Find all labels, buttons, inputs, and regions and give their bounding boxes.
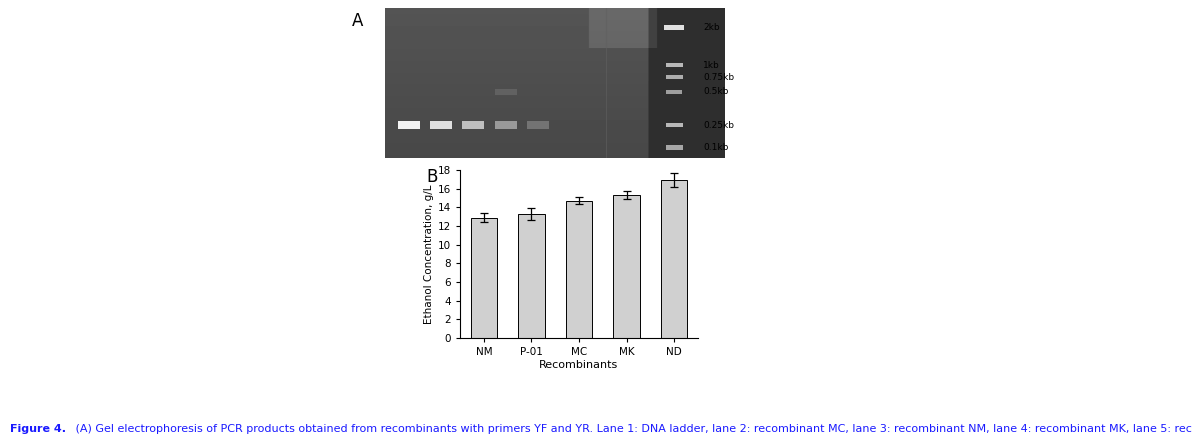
Bar <box>430 121 452 129</box>
X-axis label: Recombinants: Recombinants <box>539 360 619 370</box>
Text: 1kb: 1kb <box>703 61 720 70</box>
Text: Figure 4.: Figure 4. <box>10 424 66 434</box>
Bar <box>665 75 683 79</box>
Text: 0.1kb: 0.1kb <box>703 143 728 152</box>
Text: 0.75kb: 0.75kb <box>703 73 734 82</box>
Text: 0.25kb: 0.25kb <box>703 120 734 129</box>
Bar <box>398 121 420 129</box>
Bar <box>614 195 640 338</box>
Y-axis label: Ethanol Concentration, g/L: Ethanol Concentration, g/L <box>423 184 434 324</box>
Bar <box>566 201 592 338</box>
Bar <box>519 214 545 338</box>
Bar <box>662 180 687 338</box>
Bar <box>495 121 517 129</box>
Bar <box>664 25 684 29</box>
Bar <box>471 218 497 338</box>
Text: 2kb: 2kb <box>703 23 720 32</box>
Bar <box>665 123 683 127</box>
Text: (A) Gel electrophoresis of PCR products obtained from recombinants with primers : (A) Gel electrophoresis of PCR products … <box>72 424 1192 434</box>
Text: B: B <box>427 168 437 186</box>
Bar <box>665 145 683 149</box>
Text: 0.5kb: 0.5kb <box>703 87 728 96</box>
Bar <box>527 121 550 129</box>
Bar <box>495 89 517 95</box>
Bar <box>665 63 683 67</box>
Text: A: A <box>352 12 364 30</box>
Bar <box>462 121 484 129</box>
Bar <box>666 90 682 94</box>
